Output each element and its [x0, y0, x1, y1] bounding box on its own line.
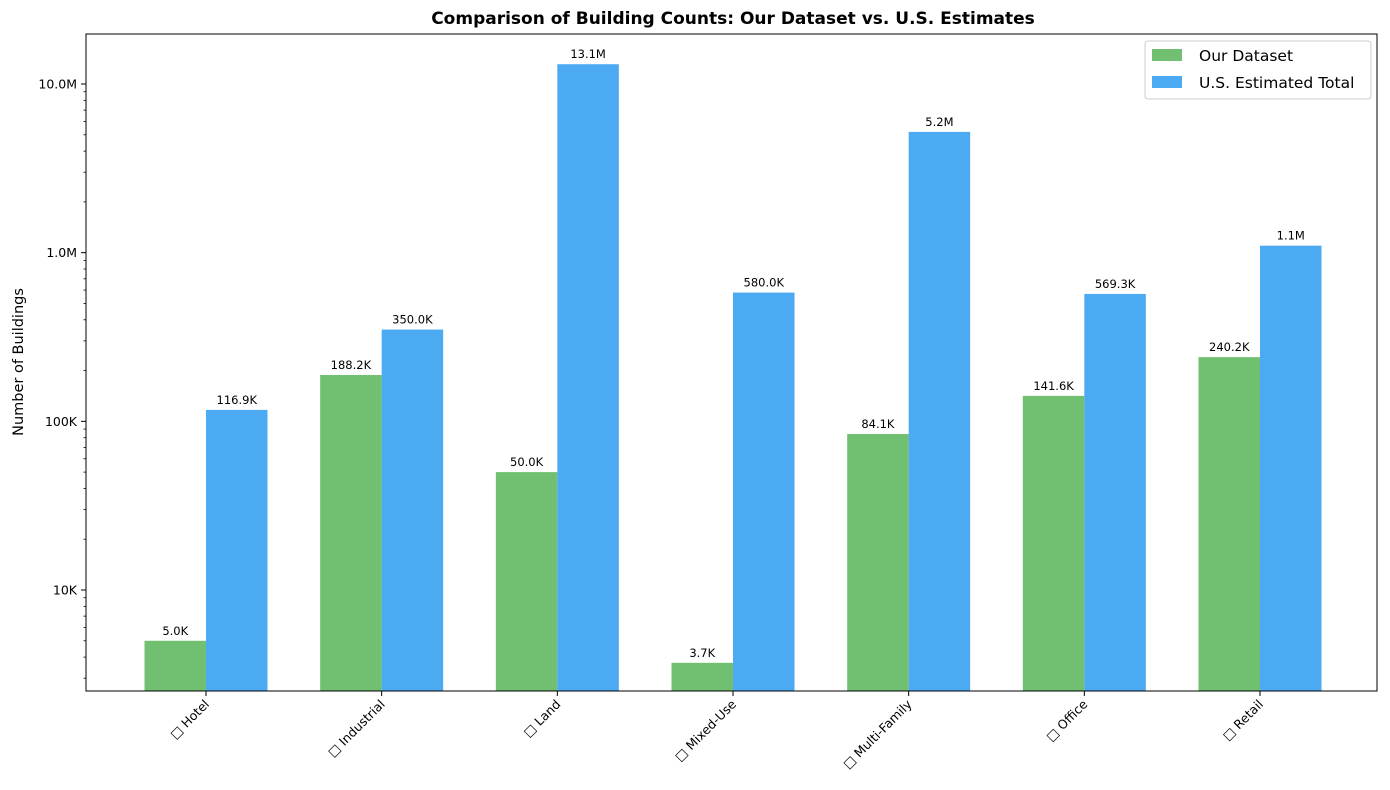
data-label-u-s-estimated-total-industrial: 350.0K	[392, 313, 433, 327]
chart-title: Comparison of Building Counts: Our Datas…	[431, 9, 1035, 29]
legend-label-our-dataset: Our Dataset	[1199, 47, 1293, 65]
bar-our-dataset-mixed-use	[671, 662, 733, 691]
bars-group	[144, 64, 1322, 692]
data-labels-group: 5.0K 116.9K 188.2K 350.0K 50.0K 13.1M 3.7K 580.…	[162, 47, 1305, 660]
bar-u-s-estimated-total-mixed-use	[733, 292, 795, 691]
bar-u-s-estimated-total-multi-family	[908, 131, 971, 692]
data-label-our-dataset-office: 141.6K	[1033, 379, 1074, 393]
bar-u-s-estimated-total-industrial	[381, 329, 444, 691]
data-label-our-dataset-industrial: 188.2K	[331, 358, 372, 372]
bar-u-s-estimated-total-retail	[1260, 245, 1322, 691]
legend-label-us-estimated-total: U.S. Estimated Total	[1199, 74, 1354, 92]
data-label-our-dataset-mixed-use: 3.7K	[689, 646, 715, 660]
y-axis-label: Number of Buildings	[11, 288, 27, 436]
data-label-u-s-estimated-total-office: 569.3K	[1095, 277, 1136, 291]
bar-u-s-estimated-total-land	[557, 64, 619, 692]
legend-swatch-us-estimated-total	[1152, 76, 1182, 88]
bar-our-dataset-retail	[1198, 357, 1260, 691]
legend: Our Dataset U.S. Estimated Total	[1144, 40, 1372, 100]
bar-our-dataset-land	[495, 472, 558, 691]
data-label-our-dataset-land: 50.0K	[510, 455, 544, 469]
data-label-u-s-estimated-total-retail: 1.1M	[1277, 229, 1305, 243]
data-label-u-s-estimated-total-land: 13.1M	[570, 47, 606, 61]
data-label-our-dataset-multi-family: 84.1K	[861, 417, 895, 431]
data-label-our-dataset-retail: 240.2K	[1209, 340, 1250, 354]
data-label-our-dataset-hotel: 5.0K	[162, 624, 188, 638]
bar-our-dataset-industrial	[320, 375, 382, 691]
bar-our-dataset-office	[1022, 395, 1085, 691]
y-tick-label-100k: 100K	[45, 414, 78, 429]
data-label-u-s-estimated-total-mixed-use: 580.0K	[744, 276, 785, 290]
data-label-u-s-estimated-total-multi-family: 5.2M	[925, 115, 953, 129]
bar-u-s-estimated-total-hotel	[206, 409, 268, 691]
bar-our-dataset-multi-family	[847, 434, 909, 691]
legend-swatch-our-dataset	[1152, 49, 1182, 61]
plot-frame	[85, 33, 1378, 692]
y-tick-label-1-0m: 1.0M	[46, 245, 77, 260]
y-axis: 10K 100K 1.0M 10.0M	[38, 77, 86, 679]
y-tick-label-10k: 10K	[53, 583, 78, 598]
legend-box	[1144, 40, 1372, 100]
bar-our-dataset-hotel	[144, 640, 206, 691]
bar-u-s-estimated-total-office	[1084, 293, 1146, 691]
y-tick-label-10-0m: 10.0M	[38, 77, 77, 92]
data-label-u-s-estimated-total-hotel: 116.9K	[217, 393, 258, 407]
